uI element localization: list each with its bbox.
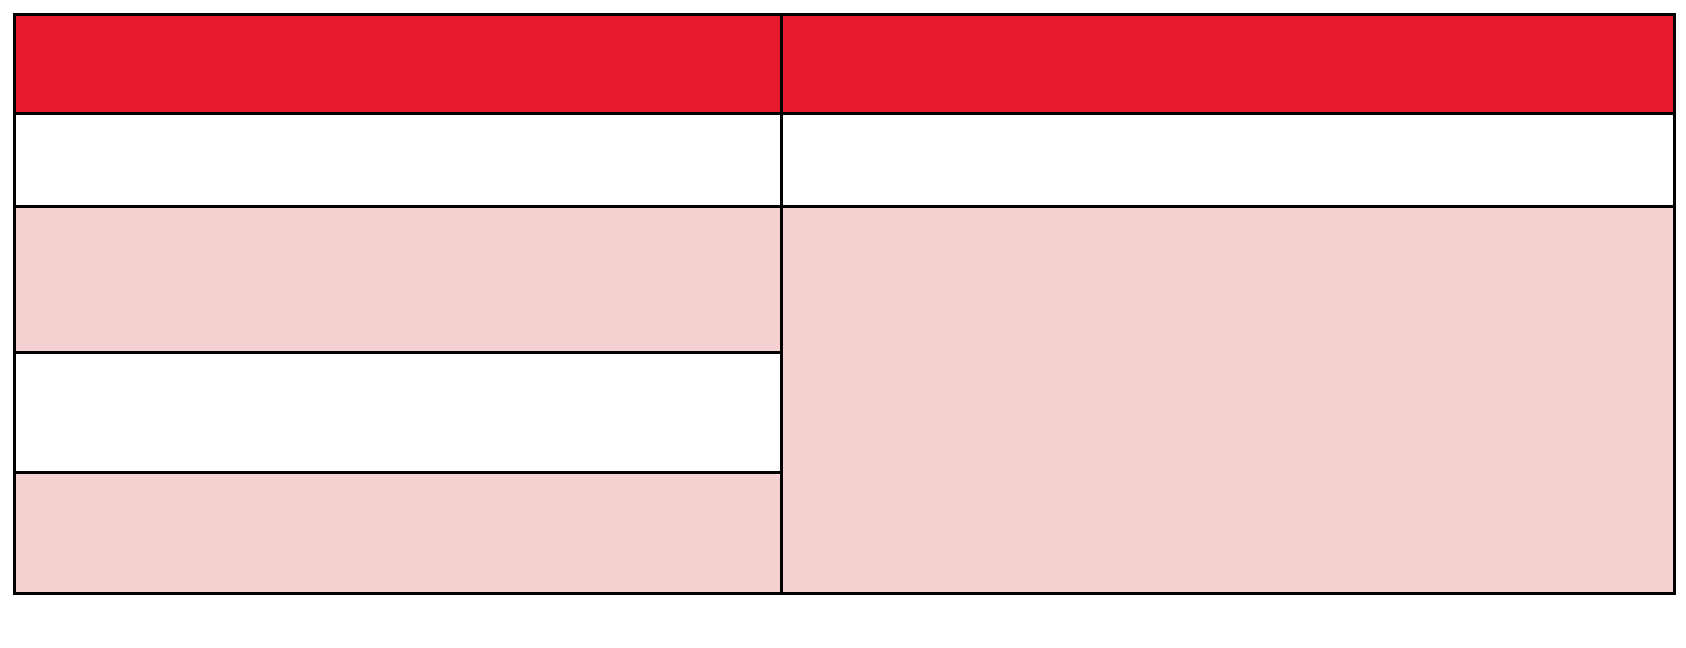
body-cell-r3-c1[interactable] [13, 351, 783, 474]
body-cell-r2-c1[interactable] [13, 205, 783, 354]
header-cell-col2[interactable] [780, 13, 1676, 115]
body-cell-r2-c1-text [16, 208, 780, 209]
body-cell-r4-c1-text [16, 474, 780, 475]
table-row [13, 112, 1676, 208]
body-cell-r1-c2-text [783, 115, 1673, 116]
body-cell-r4-c1[interactable] [13, 471, 783, 595]
table-header-row [13, 13, 1676, 115]
table-row [13, 351, 1675, 474]
header-cell-col1-text [16, 16, 780, 17]
body-cell-r1-c2[interactable] [780, 112, 1676, 208]
body-cell-r1-c1-text [16, 115, 780, 116]
header-cell-col2-text [783, 16, 1673, 17]
body-cell-r2-c2-merged[interactable] [780, 205, 1676, 595]
body-cell-r3-c1-text [16, 354, 780, 355]
table-row [13, 205, 1676, 595]
table-container [13, 13, 1676, 595]
header-cell-col1[interactable] [13, 13, 783, 115]
body-cell-r2-c2-merged-text [783, 208, 1673, 209]
data-table [13, 13, 1676, 595]
body-cell-r1-c1[interactable] [13, 112, 783, 208]
table-row [13, 471, 1675, 595]
